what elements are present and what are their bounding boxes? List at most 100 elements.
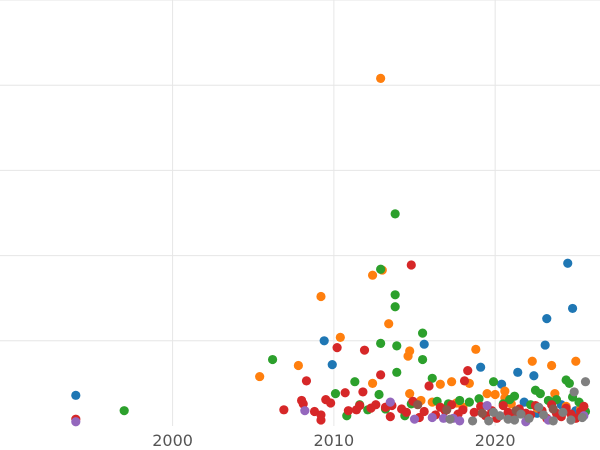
- data-point: [579, 401, 589, 412]
- data-point: [467, 416, 478, 426]
- data-point: [279, 405, 289, 415]
- data-point: [503, 414, 513, 424]
- data-point: [355, 400, 365, 411]
- data-point: [406, 260, 416, 270]
- data-point: [405, 389, 415, 399]
- data-point: [401, 407, 412, 417]
- data-point: [316, 410, 326, 420]
- data-point: [371, 400, 381, 410]
- data-point: [71, 390, 81, 400]
- data-point: [566, 415, 576, 425]
- data-point: [471, 344, 481, 354]
- data-point: [417, 328, 428, 338]
- data-point: [390, 209, 400, 219]
- data-point: [558, 407, 568, 417]
- data-point: [419, 339, 429, 349]
- data-point: [527, 356, 537, 366]
- data-point: [563, 258, 573, 268]
- data-point: [293, 360, 303, 371]
- data-point: [358, 387, 368, 397]
- data-point: [580, 377, 591, 387]
- data-point: [469, 407, 479, 417]
- data-point: [376, 370, 386, 380]
- data-point: [435, 379, 445, 389]
- data-point: [390, 302, 400, 312]
- data-point: [482, 389, 492, 399]
- data-point: [385, 397, 395, 407]
- data-point: [427, 373, 437, 383]
- data-point: [547, 360, 557, 371]
- data-point: [455, 395, 465, 406]
- data-point: [417, 354, 428, 365]
- data-point: [540, 340, 550, 350]
- data-point: [326, 398, 336, 408]
- data-point: [495, 411, 505, 421]
- data-point: [534, 402, 544, 412]
- x-tick-label: 2010: [314, 431, 355, 450]
- x-tick-label: 2020: [475, 431, 516, 450]
- data-point: [463, 366, 473, 376]
- data-point: [459, 376, 470, 386]
- data-point: [385, 412, 395, 422]
- data-point: [367, 270, 378, 280]
- data-point: [255, 371, 265, 382]
- data-point: [571, 356, 581, 366]
- data-point: [405, 346, 415, 356]
- data-point: [376, 338, 386, 348]
- data-point: [482, 400, 492, 411]
- data-point: [500, 386, 510, 396]
- data-point: [474, 394, 484, 404]
- data-point: [458, 405, 468, 415]
- data-point: [350, 377, 360, 387]
- data-point: [564, 378, 574, 388]
- data-points: [71, 73, 591, 427]
- data-point: [335, 332, 345, 342]
- data-point: [476, 362, 486, 372]
- data-point: [319, 336, 329, 346]
- data-point: [301, 376, 312, 386]
- data-point: [445, 414, 455, 424]
- data-point: [71, 417, 81, 427]
- data-point: [424, 381, 434, 391]
- data-point: [413, 400, 423, 410]
- data-point: [267, 354, 278, 365]
- data-point: [442, 405, 452, 415]
- data-point: [376, 73, 386, 83]
- data-point: [513, 367, 523, 377]
- data-point: [488, 377, 499, 387]
- data-point: [548, 404, 558, 414]
- data-point: [529, 371, 539, 381]
- data-point: [332, 343, 342, 353]
- x-tick-label: 2000: [152, 431, 193, 450]
- data-point: [409, 414, 420, 424]
- data-point: [497, 379, 507, 389]
- data-point: [498, 400, 508, 411]
- data-point: [340, 388, 350, 398]
- data-point: [392, 367, 402, 377]
- data-point: [316, 291, 326, 302]
- data-point: [419, 406, 429, 417]
- data-point: [464, 397, 474, 407]
- data-point: [548, 416, 558, 426]
- data-point: [490, 389, 500, 400]
- data-point: [569, 387, 579, 397]
- data-point: [300, 406, 310, 416]
- data-point: [455, 416, 465, 426]
- data-point: [477, 408, 487, 418]
- data-point: [359, 345, 370, 355]
- data-point: [367, 378, 378, 388]
- data-point: [484, 416, 494, 426]
- data-point: [535, 389, 545, 399]
- data-point: [119, 406, 129, 416]
- data-point: [390, 290, 400, 300]
- data-point: [330, 389, 341, 399]
- data-point: [567, 303, 578, 314]
- data-point: [384, 319, 394, 329]
- data-point: [542, 314, 552, 324]
- data-point: [447, 377, 457, 387]
- data-point: [516, 409, 526, 419]
- data-point: [577, 412, 587, 423]
- data-point: [392, 341, 402, 351]
- data-point: [343, 406, 353, 416]
